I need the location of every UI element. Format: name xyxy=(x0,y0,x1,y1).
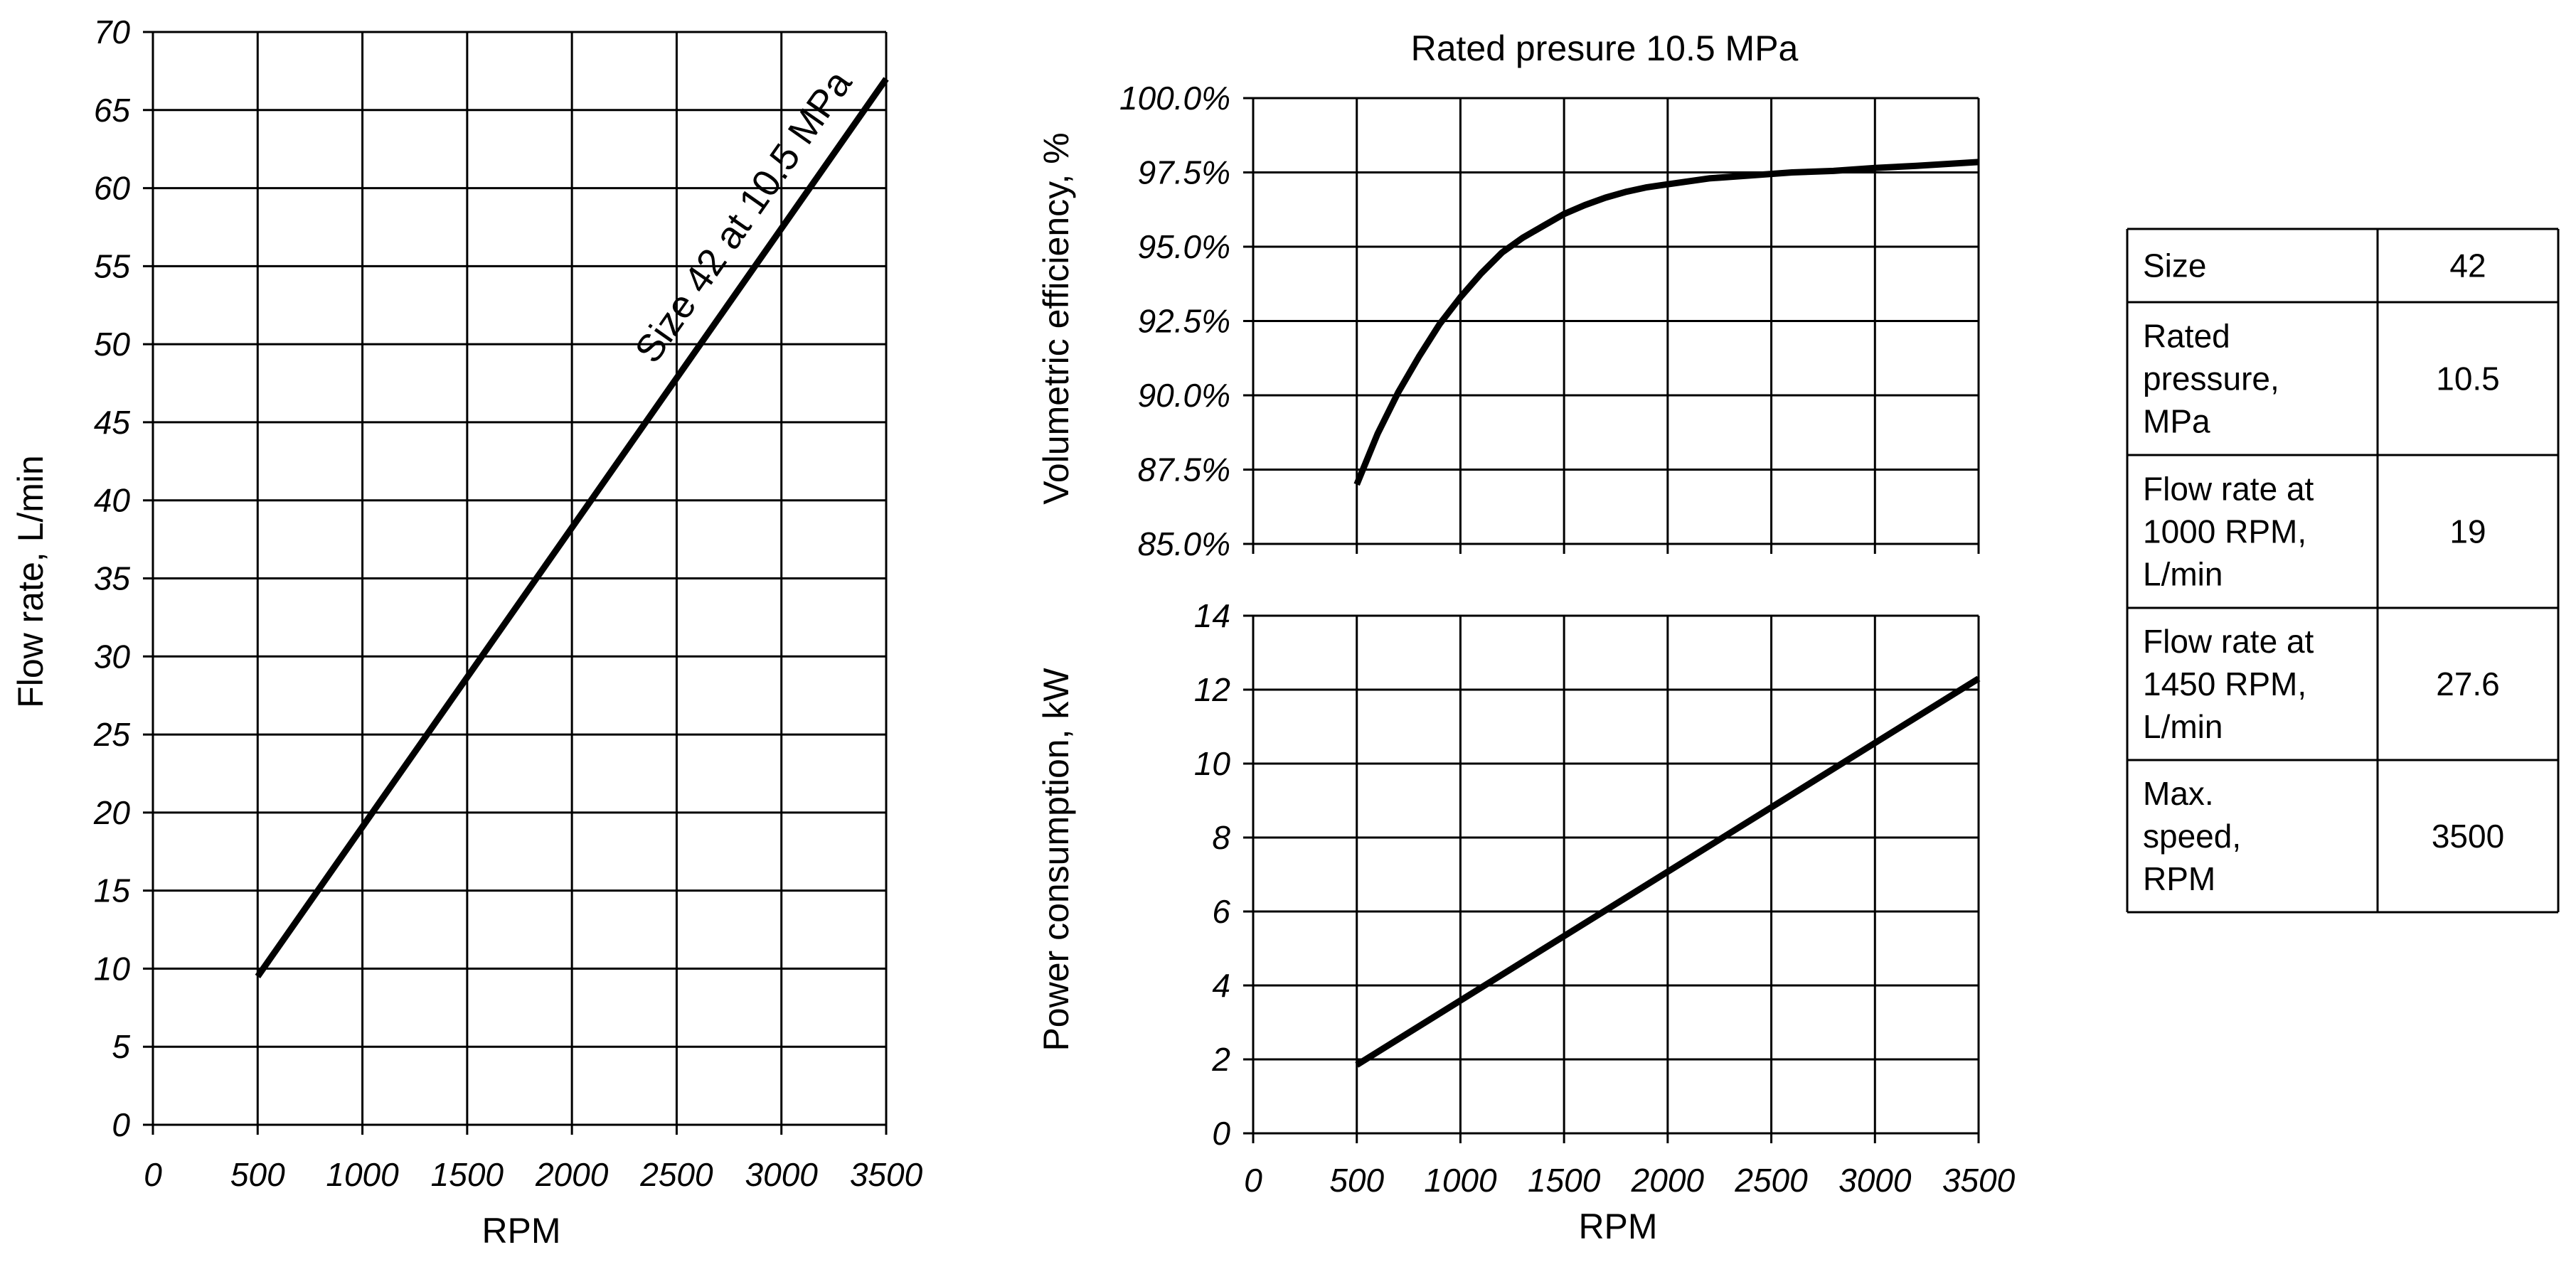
power-x-axis-label: RPM xyxy=(1578,1207,1657,1246)
power-y-axis-label: Power consumption, kW xyxy=(1036,668,1076,1052)
flow-x-tick-label: 1500 xyxy=(431,1156,504,1193)
efficiency-y-axis-label: Volumetric efficiency, % xyxy=(1036,132,1076,504)
power-x-tick-label: 0 xyxy=(1244,1162,1262,1199)
power-y-tick-label: 4 xyxy=(1212,967,1230,1004)
power-y-tick-label: 2 xyxy=(1211,1041,1230,1078)
flow-x-tick-label: 2000 xyxy=(535,1156,609,1193)
flow-y-tick-label: 35 xyxy=(94,560,131,597)
efficiency-series-line xyxy=(1353,159,1979,486)
power-consumption-chart: Power consumption, kW RPM 0 2 4 6 8 10 12 14 0 50… xyxy=(1036,597,2016,1246)
power-x-tick-label: 3000 xyxy=(1838,1162,1912,1199)
efficiency-y-tick-label: 97.5% xyxy=(1138,154,1230,191)
flow-y-tick-label: 40 xyxy=(94,482,131,519)
flow-y-tick-label: 15 xyxy=(94,872,131,909)
flow-y-tick-label: 10 xyxy=(94,950,131,987)
spec-table: Size 42 Rated pressure, MPa 10.5 Flow rate at 1… xyxy=(2126,228,2560,914)
efficiency-y-tick-label: 87.5% xyxy=(1138,451,1230,488)
flow-y-tick-label: 25 xyxy=(93,716,131,753)
efficiency-y-tick-label: 90.0% xyxy=(1138,377,1230,414)
flow-x-tick-label: 2500 xyxy=(639,1156,713,1193)
table-row-value: 19 xyxy=(2449,513,2486,550)
efficiency-chart-title: Rated presure 10.5 MPa xyxy=(1411,28,1799,68)
flow-y-tick-label: 30 xyxy=(94,638,131,675)
power-x-tick-label: 1000 xyxy=(1424,1162,1497,1199)
power-y-tick-label: 6 xyxy=(1212,893,1230,930)
power-x-tick-label: 3500 xyxy=(1942,1162,2016,1199)
flow-x-tick-label: 0 xyxy=(144,1156,162,1193)
table-row-label: Rated pressure, MPa xyxy=(2143,318,2279,440)
table-row-label: Max. speed, RPM xyxy=(2143,775,2241,897)
efficiency-y-tick-label: 92.5% xyxy=(1138,303,1230,340)
flow-series-annotation: Size 42 at 10.5 MPa xyxy=(627,63,861,371)
flow-x-axis-label: RPM xyxy=(481,1211,560,1251)
efficiency-y-tick-label: 95.0% xyxy=(1138,228,1230,265)
power-y-tick-label: 8 xyxy=(1212,819,1230,856)
flow-y-tick-label: 45 xyxy=(94,404,131,441)
flow-series-line xyxy=(255,77,889,978)
power-y-tick-label: 14 xyxy=(1194,597,1230,634)
efficiency-y-tick-label: 85.0% xyxy=(1138,525,1230,562)
table-row-label: Flow rate at 1000 RPM, L/min xyxy=(2143,471,2314,593)
power-x-tick-label: 500 xyxy=(1329,1162,1384,1199)
table-row-value: 27.6 xyxy=(2436,665,2500,702)
power-series-line xyxy=(1355,675,1981,1068)
power-y-tick-label: 0 xyxy=(1212,1115,1230,1152)
flow-rate-chart: Flow rate, L/min RPM Size 42 at 10.5 MPa… xyxy=(11,14,923,1251)
flow-y-axis-label: Flow rate, L/min xyxy=(11,455,50,708)
power-y-tick-label: 12 xyxy=(1194,671,1230,708)
table-row-value: 3500 xyxy=(2432,818,2504,855)
flow-x-tick-label: 1000 xyxy=(326,1156,399,1193)
table-row-label: Size xyxy=(2143,247,2206,284)
flow-y-tick-label: 50 xyxy=(94,326,131,363)
flow-y-tick-label: 70 xyxy=(94,14,131,50)
table-row-value: 10.5 xyxy=(2436,360,2500,397)
volumetric-efficiency-chart: Rated presure 10.5 MPa Volumetric effici… xyxy=(1036,28,1980,562)
flow-y-tick-label: 60 xyxy=(94,170,131,207)
flow-y-tick-label: 0 xyxy=(112,1106,130,1143)
table-row-value: 42 xyxy=(2449,247,2486,284)
flow-y-tick-label: 55 xyxy=(94,247,131,284)
flow-x-tick-label: 3500 xyxy=(850,1156,923,1193)
flow-x-tick-label: 3000 xyxy=(745,1156,819,1193)
flow-x-tick-label: 500 xyxy=(230,1156,285,1193)
flow-y-tick-label: 65 xyxy=(94,92,131,129)
power-x-tick-label: 1500 xyxy=(1528,1162,1601,1199)
power-x-tick-label: 2000 xyxy=(1631,1162,1705,1199)
power-y-tick-label: 10 xyxy=(1194,745,1231,782)
efficiency-y-tick-label: 100.0% xyxy=(1119,80,1230,117)
flow-y-tick-label: 20 xyxy=(93,794,131,831)
table-row-label: Flow rate at 1450 RPM, L/min xyxy=(2143,623,2314,745)
flow-y-tick-label: 5 xyxy=(112,1028,130,1065)
power-x-tick-label: 2500 xyxy=(1734,1162,1808,1199)
